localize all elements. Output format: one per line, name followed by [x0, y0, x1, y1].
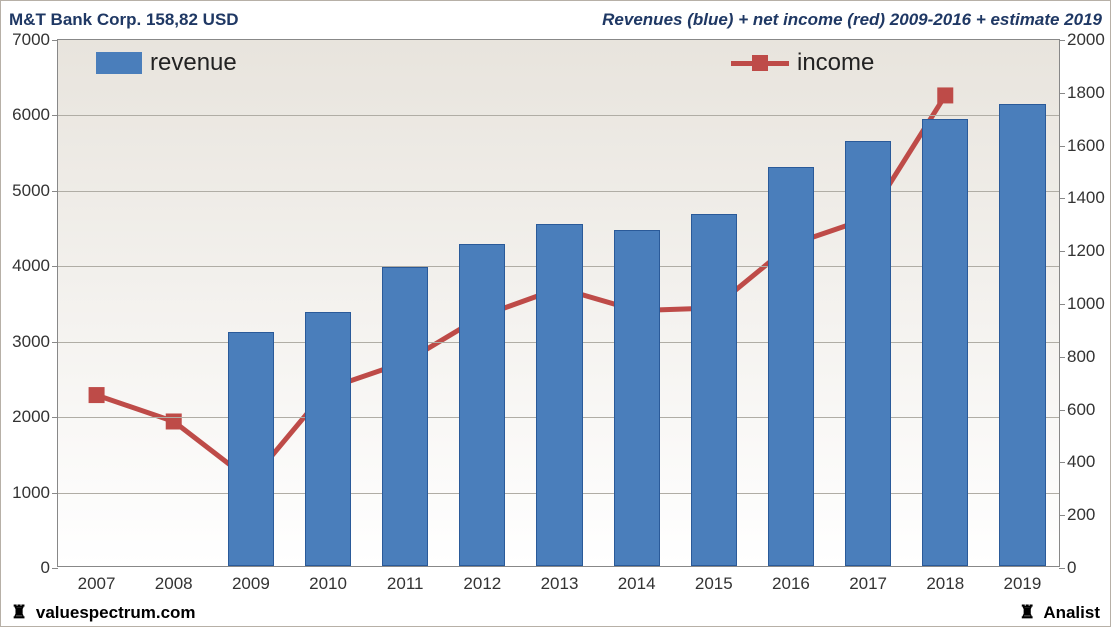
x-label: 2017	[849, 566, 887, 594]
footer-site: ♜ valuespectrum.com	[11, 603, 196, 623]
gridline	[58, 115, 1059, 116]
income-line	[97, 95, 946, 480]
gridline	[58, 191, 1059, 192]
y-label-left: 2000	[12, 407, 58, 427]
y-label-right: 400	[1059, 452, 1095, 472]
footer-site-text: valuespectrum.com	[36, 603, 196, 622]
y-label-left: 6000	[12, 105, 58, 125]
y-label-left: 0	[41, 558, 58, 578]
revenue-bar	[922, 119, 968, 566]
title-bar: M&T Bank Corp. 158,82 USD Revenues (blue…	[9, 7, 1102, 33]
x-label: 2008	[155, 566, 193, 594]
revenue-bar	[768, 167, 814, 566]
revenue-bar	[845, 141, 891, 566]
revenue-bar	[999, 104, 1045, 566]
revenue-bar	[382, 267, 428, 566]
x-label: 2009	[232, 566, 270, 594]
chart-title-right: Revenues (blue) + net income (red) 2009-…	[602, 10, 1102, 30]
y-label-left: 4000	[12, 256, 58, 276]
y-label-right: 1800	[1059, 83, 1105, 103]
legend-swatch-bar	[96, 52, 142, 74]
y-label-right: 800	[1059, 347, 1095, 367]
footer-brand: ♜ Analist	[1019, 603, 1100, 623]
revenue-bar	[459, 244, 505, 566]
x-label: 2014	[618, 566, 656, 594]
y-label-left: 5000	[12, 181, 58, 201]
y-label-right: 1600	[1059, 136, 1105, 156]
x-label: 2013	[541, 566, 579, 594]
y-label-right: 1400	[1059, 188, 1105, 208]
income-marker	[166, 413, 182, 429]
revenue-bar	[536, 224, 582, 566]
y-label-right: 2000	[1059, 30, 1105, 50]
revenue-bar	[614, 230, 660, 566]
x-label: 2011	[387, 566, 424, 594]
legend-label: revenue	[150, 49, 237, 77]
chart-title-left: M&T Bank Corp. 158,82 USD	[9, 10, 239, 30]
x-label: 2012	[463, 566, 501, 594]
footer-brand-text: Analist	[1043, 603, 1100, 622]
revenue-bar	[228, 332, 274, 566]
revenue-bar	[305, 312, 351, 566]
x-label: 2019	[1004, 566, 1042, 594]
x-label: 2015	[695, 566, 733, 594]
y-label-right: 600	[1059, 400, 1095, 420]
x-label: 2018	[926, 566, 964, 594]
legend-income: income	[731, 49, 874, 77]
income-marker	[937, 87, 953, 103]
y-label-right: 0	[1059, 558, 1076, 578]
y-label-left: 3000	[12, 332, 58, 352]
legend-swatch-line	[731, 61, 789, 66]
income-marker	[89, 387, 105, 403]
y-label-right: 1000	[1059, 294, 1105, 314]
y-label-left: 7000	[12, 30, 58, 50]
rook-icon: ♜	[11, 603, 27, 621]
y-label-left: 1000	[12, 483, 58, 503]
x-label: 2010	[309, 566, 347, 594]
plot-area: 0100020003000400050006000700002004006008…	[57, 39, 1060, 567]
x-label: 2007	[78, 566, 116, 594]
rook-icon: ♜	[1019, 603, 1035, 621]
chart-container: M&T Bank Corp. 158,82 USD Revenues (blue…	[0, 0, 1111, 627]
y-label-right: 1200	[1059, 241, 1105, 261]
legend-label: income	[797, 49, 874, 77]
legend-revenue: revenue	[96, 49, 237, 77]
x-label: 2016	[772, 566, 810, 594]
y-label-right: 200	[1059, 505, 1095, 525]
footer-bar: ♜ valuespectrum.com ♜ Analist	[1, 600, 1110, 626]
revenue-bar	[691, 214, 737, 566]
